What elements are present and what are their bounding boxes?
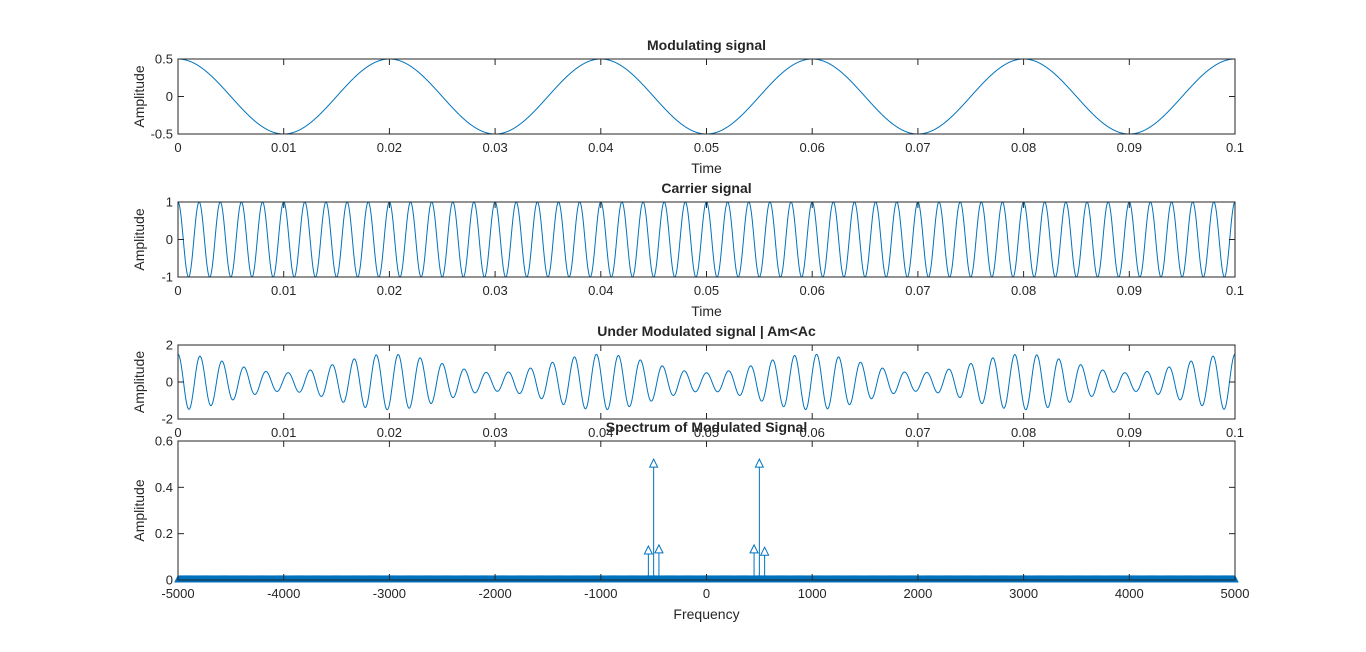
y-tick-label: 0.5 bbox=[155, 52, 173, 67]
x-tick-label: 0.1 bbox=[1226, 283, 1244, 298]
series-line bbox=[178, 353, 1235, 411]
x-tick-label: -3000 bbox=[373, 586, 406, 601]
x-tick-label: 0.04 bbox=[588, 283, 613, 298]
x-tick-label: 0.1 bbox=[1226, 425, 1244, 440]
subplot-2: 0 0.01 0.02 0.03 0.04 0.05 0.06 0.07 0.08 0.09 0.1… bbox=[131, 180, 1244, 319]
x-tick-label: 0.05 bbox=[694, 283, 719, 298]
x-tick-label: 0.01 bbox=[271, 140, 296, 155]
y-tick-label: 2 bbox=[166, 338, 173, 353]
y-tick-label: -1 bbox=[161, 270, 173, 285]
y-axis-label: Amplitude bbox=[131, 351, 147, 413]
x-tick-label: 0.03 bbox=[482, 425, 507, 440]
x-tick-label: 0.03 bbox=[482, 283, 507, 298]
y-tick-label: 0 bbox=[166, 375, 173, 390]
x-tick-label: 5000 bbox=[1221, 586, 1250, 601]
x-tick-label: 0 bbox=[174, 140, 181, 155]
x-tick-label: 0.06 bbox=[800, 140, 825, 155]
x-tick-label: 0 bbox=[703, 586, 710, 601]
x-tick-label: 0.04 bbox=[588, 425, 613, 440]
x-tick-label: 0.02 bbox=[377, 140, 402, 155]
x-tick-label: 0 bbox=[174, 425, 181, 440]
x-tick-label: -1000 bbox=[584, 586, 617, 601]
y-axis-label: Amplitude bbox=[131, 208, 147, 270]
x-tick-label: 4000 bbox=[1115, 586, 1144, 601]
x-tick-label: 0.08 bbox=[1011, 140, 1036, 155]
x-tick-label: 0.08 bbox=[1011, 425, 1036, 440]
subplot-title: Spectrum of Modulated Signal bbox=[606, 419, 807, 435]
x-tick-label: -5000 bbox=[161, 586, 194, 601]
subplot-3: 0 0.01 0.02 0.03 0.04 0.05 0.06 0.07 0.08 0.09 0.1… bbox=[131, 323, 1244, 440]
y-tick-label: 0 bbox=[166, 89, 173, 104]
x-tick-label: 0.01 bbox=[271, 283, 296, 298]
y-tick-label: -2 bbox=[161, 412, 173, 427]
subplot-title: Modulating signal bbox=[647, 37, 766, 53]
x-tick-label: 0.06 bbox=[800, 283, 825, 298]
x-tick-label: 0.06 bbox=[800, 425, 825, 440]
x-tick-label: 0.04 bbox=[588, 140, 613, 155]
stem-marker bbox=[759, 546, 770, 556]
subplot-4: -5000 -4000 -3000 -2000 -1000 0 1000 2000 3000 40… bbox=[131, 419, 1249, 622]
x-tick-label: 0.07 bbox=[905, 425, 930, 440]
subplot-title: Under Modulated signal | Am<Ac bbox=[597, 323, 816, 339]
x-tick-label: 0.05 bbox=[694, 425, 719, 440]
x-axis-label: Time bbox=[691, 303, 722, 319]
x-axis-label: Frequency bbox=[673, 606, 739, 622]
x-tick-label: 1000 bbox=[798, 586, 827, 601]
y-tick-label: 0 bbox=[166, 232, 173, 247]
x-tick-label: -4000 bbox=[267, 586, 300, 601]
x-tick-label: 0.02 bbox=[377, 425, 402, 440]
y-tick-label: 0.4 bbox=[155, 480, 173, 495]
subplot-1: 0 0.01 0.02 0.03 0.04 0.05 0.06 0.07 0.08 0.09 0.1… bbox=[131, 37, 1244, 176]
y-axis-label: Amplitude bbox=[131, 65, 147, 127]
x-tick-label: 0.03 bbox=[482, 140, 507, 155]
x-tick-label: 0 bbox=[174, 283, 181, 298]
x-tick-label: 0.1 bbox=[1226, 140, 1244, 155]
x-tick-label: -2000 bbox=[478, 586, 511, 601]
stem-marker bbox=[749, 543, 759, 554]
stem-marker bbox=[754, 458, 765, 468]
x-tick-label: 0.07 bbox=[905, 283, 930, 298]
stem-marker bbox=[648, 458, 659, 468]
x-tick-label: 3000 bbox=[1009, 586, 1038, 601]
x-tick-label: 0.08 bbox=[1011, 283, 1036, 298]
x-tick-label: 2000 bbox=[903, 586, 932, 601]
subplot-title: Carrier signal bbox=[661, 180, 751, 196]
y-tick-label: 0.6 bbox=[155, 434, 173, 449]
x-tick-label: 0.09 bbox=[1117, 283, 1142, 298]
x-axis-label: Time bbox=[691, 160, 722, 176]
x-tick-label: 0.09 bbox=[1117, 425, 1142, 440]
series-line bbox=[178, 59, 1235, 134]
x-tick-label: 0.02 bbox=[377, 283, 402, 298]
stem-marker bbox=[643, 544, 654, 555]
y-axis-label: Amplitude bbox=[131, 479, 147, 541]
y-tick-label: -0.5 bbox=[151, 127, 173, 142]
x-tick-label: 0.07 bbox=[905, 140, 930, 155]
y-tick-label: 0.2 bbox=[155, 526, 173, 541]
y-tick-label: 1 bbox=[166, 195, 173, 210]
x-tick-label: 0.01 bbox=[271, 425, 296, 440]
y-tick-label: 0 bbox=[166, 573, 173, 588]
subplots: 0 0.01 0.02 0.03 0.04 0.05 0.06 0.07 0.08 0.09 0.1… bbox=[131, 37, 1249, 622]
x-tick-label: 0.05 bbox=[694, 140, 719, 155]
stem-marker bbox=[654, 543, 664, 554]
series-line bbox=[178, 202, 1235, 277]
x-tick-label: 0.09 bbox=[1117, 140, 1142, 155]
